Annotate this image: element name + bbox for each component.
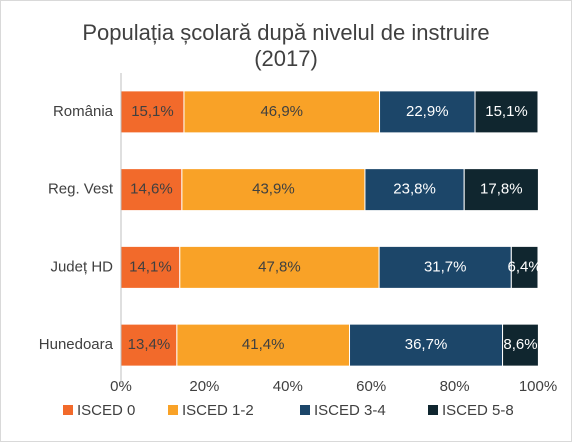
bar-segment	[120, 90, 185, 134]
data-label: 14,6%	[130, 181, 173, 198]
x-tick-label: 80%	[440, 378, 470, 395]
bar-segment	[379, 90, 476, 134]
x-tick-label: 20%	[189, 378, 219, 395]
bar-segment	[502, 323, 539, 367]
bar-segment	[183, 90, 381, 134]
data-label: 47,8%	[258, 258, 301, 275]
data-label: 36,7%	[405, 336, 448, 353]
data-label: 8,6%	[503, 336, 537, 353]
legend-label: ISCED 0	[77, 402, 135, 419]
data-label: 22,9%	[406, 103, 449, 120]
data-label: 43,9%	[252, 181, 295, 198]
chart-title: Populația școlară după nivelul de instru…	[82, 20, 490, 71]
data-label: 41,4%	[242, 336, 285, 353]
data-label: 46,9%	[260, 103, 303, 120]
x-tick-label: 40%	[273, 378, 303, 395]
data-label: 14,1%	[129, 258, 172, 275]
legend-swatch	[428, 405, 438, 415]
bar-segment	[349, 323, 504, 367]
y-tick-label: Județ HD	[50, 258, 113, 275]
data-label: 13,4%	[128, 336, 171, 353]
x-tick-label: 0%	[110, 378, 132, 395]
y-tick-label: Hunedoara	[39, 336, 114, 353]
bar-segment	[474, 90, 539, 134]
data-label: 31,7%	[424, 258, 467, 275]
data-label: 15,1%	[485, 103, 528, 120]
data-label: 6,4%	[508, 258, 542, 275]
bar-segment	[176, 323, 351, 367]
legend-label: ISCED 3-4	[314, 402, 386, 419]
legend-label: ISCED 1-2	[182, 402, 254, 419]
legend-swatch	[168, 405, 178, 415]
bar-segment	[510, 245, 539, 289]
data-label: 17,8%	[480, 181, 523, 198]
data-label: 23,8%	[393, 181, 436, 198]
bar-segment	[463, 168, 539, 212]
y-tick-label: România	[53, 103, 114, 120]
x-tick-label: 60%	[356, 378, 386, 395]
bar-segment	[181, 168, 366, 212]
bar-segment	[120, 245, 181, 289]
bar-segment	[364, 168, 465, 212]
legend-swatch	[300, 405, 310, 415]
bar-segment	[120, 323, 178, 367]
legend-swatch	[63, 405, 73, 415]
x-tick-label: 100%	[519, 378, 557, 395]
y-tick-label: Reg. Vest	[48, 181, 114, 198]
bar-segment	[378, 245, 512, 289]
data-label: 15,1%	[131, 103, 174, 120]
legend-label: ISCED 5-8	[442, 402, 514, 419]
